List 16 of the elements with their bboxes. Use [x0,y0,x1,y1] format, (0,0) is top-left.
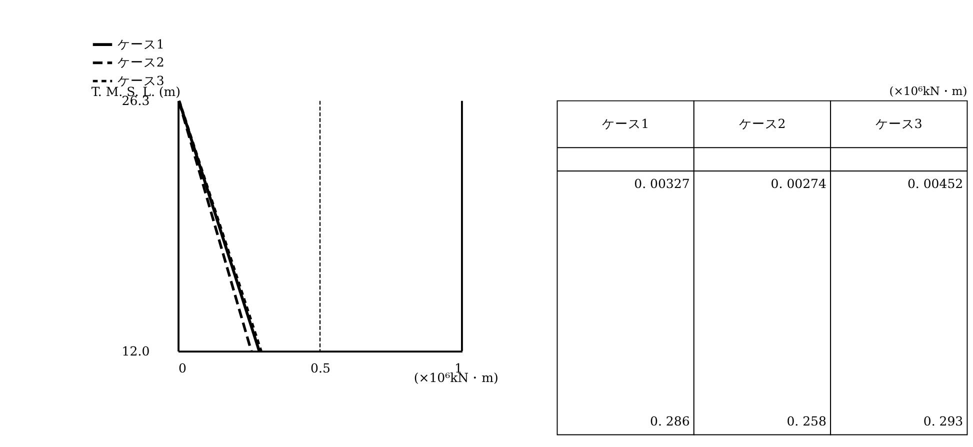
y-tick-label: 12.0 [122,343,150,358]
legend-label: ケース2 [117,54,164,70]
text: ケース1 [602,116,650,132]
text: 0. 00274 [770,176,826,192]
text: 0. 00452 [907,176,964,192]
x-tick-label: 0.5 [310,360,330,376]
text: ケース3 [875,116,922,132]
text: 0. 00327 [634,176,690,192]
text: 0. 286 [650,413,690,428]
text: ケース2 [738,116,786,132]
x-tick-label: 0 [178,360,187,376]
legend-label: ケース1 [117,36,164,52]
text: 0. 258 [786,413,827,428]
text: 0. 293 [923,413,964,428]
text: (×10⁶kN・m) [889,84,968,98]
legend-label: ケース3 [117,72,164,88]
